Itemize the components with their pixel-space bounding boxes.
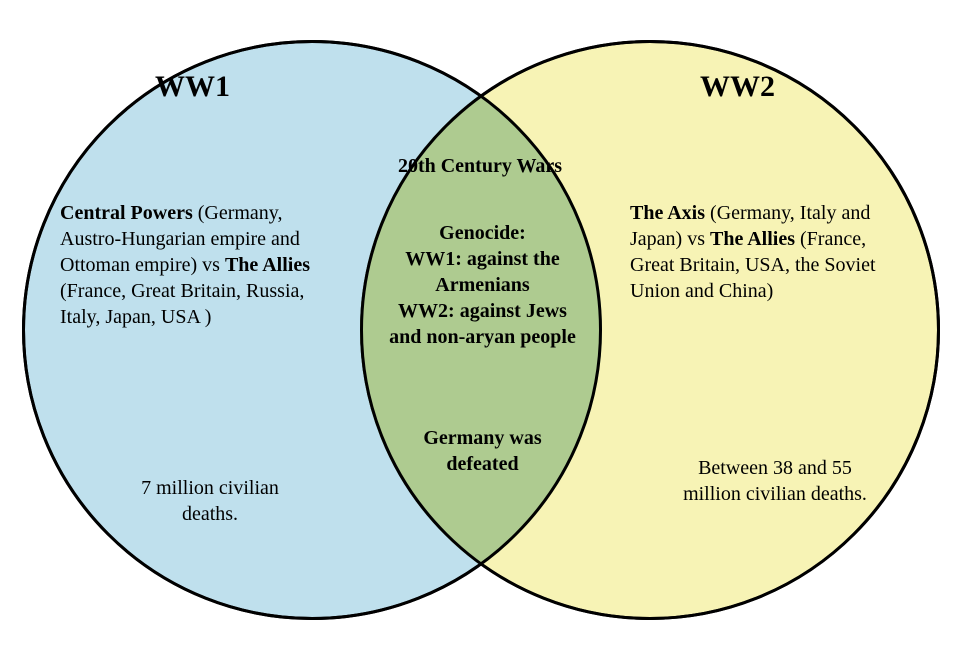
ww2-allies: The Allies [710,228,795,250]
center-outcome: Germany was defeated [405,425,560,477]
ww2-axis: The Axis [630,202,705,224]
ww1-deaths: 7 million civilian deaths. [115,475,305,527]
genocide-ww1: WW1: against the Armenians [385,246,580,298]
ww1-central-powers: Central Powers [60,202,193,224]
ww2-deaths: Between 38 and 55 million civilian death… [670,455,880,507]
ww2-belligerents: The Axis (Germany, Italy and Japan) vs T… [630,200,890,304]
ww1-belligerents: Central Powers (Germany, Austro-Hungaria… [60,200,335,330]
ww1-allies: The Allies [225,254,310,276]
venn-diagram: WW1 WW2 Central Powers (Germany, Austro-… [0,0,961,651]
genocide-label: Genocide: [385,220,580,246]
center-heading: 20th Century Wars [380,155,580,178]
venn-title-right: WW2 [700,70,775,104]
venn-title-left: WW1 [155,70,230,104]
ww1-allies-detail: (France, Great Britain, Russia, Italy, J… [60,280,304,328]
genocide-ww2: WW2: against Jews and non-aryan people [385,298,580,350]
center-genocide: Genocide: WW1: against the Armenians WW2… [385,220,580,350]
